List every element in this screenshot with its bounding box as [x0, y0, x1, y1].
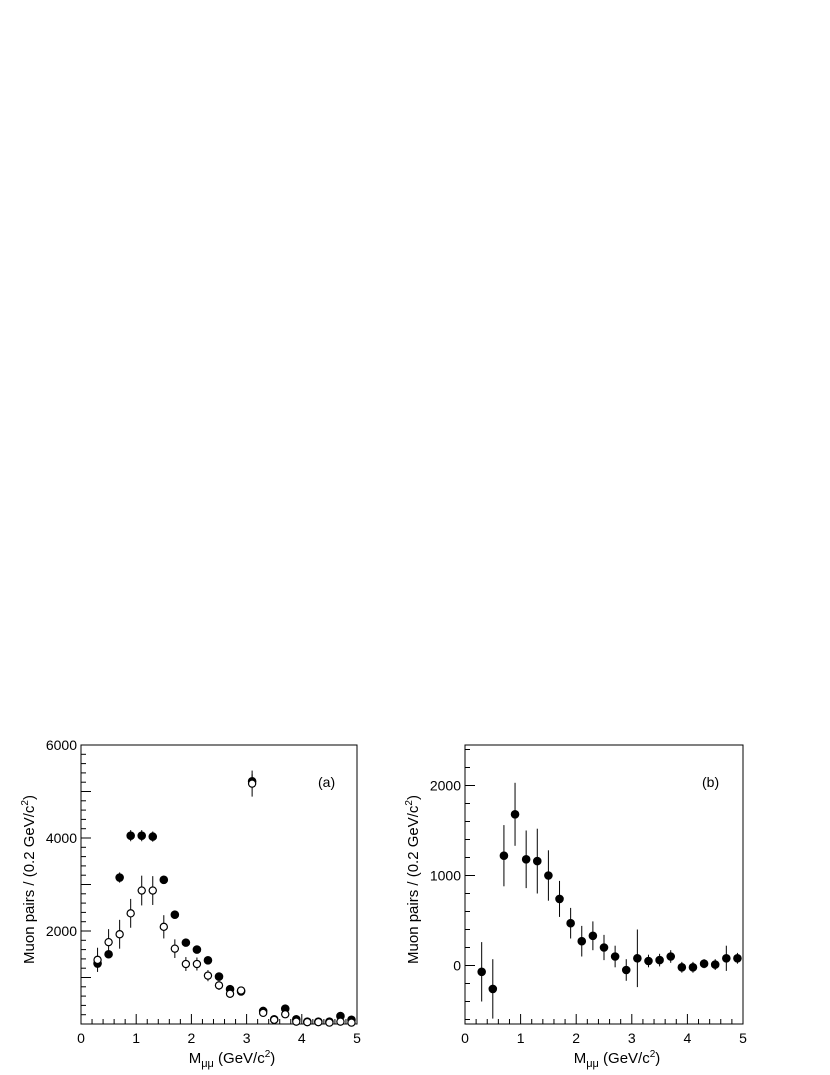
data-point-open: [181, 959, 191, 969]
data-point-filled: [722, 954, 731, 963]
data-point-filled: [137, 831, 147, 840]
plot-frame: [464, 744, 744, 1025]
data-point-open: [192, 959, 202, 969]
data-point-filled: [610, 952, 620, 961]
data-point-filled: [192, 945, 202, 954]
y-tick-label: 0: [453, 958, 461, 974]
panel-a: 0 1 2 3 4 5 2000 4000 6000 (a) Mμμ (GeV/c2) Muon pa…: [20, 737, 361, 1070]
x-tick-label: 1: [132, 1030, 140, 1046]
x-tick-label: 0: [461, 1030, 469, 1046]
panel-label: (a): [318, 774, 335, 790]
data-point-filled: [633, 954, 642, 963]
data-point-filled: [148, 832, 158, 841]
data-point-filled: [621, 965, 631, 975]
data-point-filled: [159, 875, 169, 885]
data-point-filled: [710, 960, 720, 969]
data-point-open: [214, 981, 224, 990]
x-tick-label: 3: [628, 1030, 636, 1046]
y-tick-label: 6000: [46, 737, 77, 753]
data-point-filled: [588, 931, 598, 941]
data-point-open: [270, 1015, 279, 1025]
data-point-filled: [499, 851, 509, 861]
x-axis-title: Mμμ (GeV/c2): [189, 1049, 276, 1070]
data-point-open: [126, 909, 135, 918]
x-tick-label: 2: [572, 1030, 580, 1046]
x-tick-label: 4: [684, 1030, 692, 1046]
y-tick-label: 2000: [430, 778, 461, 794]
data-point-open: [225, 989, 235, 998]
y-tick-label: 1000: [430, 868, 461, 884]
data-point-filled: [488, 984, 498, 994]
data-point-filled: [699, 959, 709, 969]
data-point-filled: [126, 831, 135, 840]
data-point-open: [115, 930, 124, 939]
data-point-filled: [510, 810, 520, 819]
data-point-open: [104, 937, 113, 947]
data-point-filled: [666, 952, 676, 961]
x-tick-label: 3: [243, 1030, 251, 1046]
x-tick-label: 4: [298, 1030, 306, 1046]
data-point-filled: [566, 918, 575, 928]
data-point-open: [93, 955, 102, 965]
series-1: [93, 770, 356, 1027]
data-point-filled: [170, 910, 180, 920]
series-0: [477, 782, 742, 1019]
data-point-open: [247, 779, 257, 788]
data-point-filled: [203, 955, 213, 965]
data-point-filled: [577, 936, 587, 946]
x-tick-label: 5: [739, 1030, 747, 1046]
data-point-filled: [544, 871, 553, 880]
x-tick-label: 0: [77, 1030, 85, 1046]
data-point-filled: [532, 856, 542, 866]
data-point-open: [236, 986, 246, 995]
panel-b: 0 1 2 3 4 5 0 1000 2000 (b) Mμμ (GeV/c2) Muon pairs…: [404, 744, 747, 1070]
data-point-filled: [688, 963, 698, 972]
x-tick-label: 5: [353, 1030, 361, 1046]
data-point-open: [281, 1010, 290, 1019]
data-point-filled: [181, 938, 191, 947]
data-point-filled: [599, 943, 609, 952]
data-point-filled: [655, 955, 664, 965]
data-point-open: [159, 922, 168, 932]
data-point-open: [292, 1017, 301, 1026]
y-tick-label: 4000: [46, 830, 77, 846]
y-tick-label: 2000: [46, 923, 77, 939]
x-tick-label: 1: [517, 1030, 525, 1046]
data-point-filled: [214, 972, 224, 981]
x-tick-label: 2: [188, 1030, 196, 1046]
data-point-open: [203, 971, 213, 980]
data-point-open: [148, 886, 157, 895]
data-point-open: [336, 1017, 345, 1026]
panel-label: (b): [702, 774, 719, 790]
data-point-filled: [644, 956, 653, 966]
data-point-open: [325, 1018, 334, 1027]
data-point-filled: [115, 873, 124, 882]
data-point-open: [258, 1008, 268, 1018]
y-axis-title: Muon pairs / (0.2 GeV/c2): [20, 795, 38, 964]
y-axis-title: Muon pairs / (0.2 GeV/c2): [404, 795, 422, 964]
data-point-filled: [521, 855, 531, 864]
data-point-open: [137, 886, 146, 895]
data-point-open: [303, 1017, 312, 1027]
data-point-open: [170, 944, 180, 953]
x-axis-title: Mμμ (GeV/c2): [574, 1049, 661, 1070]
data-point-open: [314, 1017, 323, 1027]
data-point-filled: [733, 954, 742, 963]
series-0: [93, 774, 356, 1026]
data-point-filled: [555, 894, 564, 904]
data-point-filled: [677, 963, 687, 972]
data-point-filled: [477, 967, 486, 977]
data-point-open: [347, 1018, 356, 1027]
